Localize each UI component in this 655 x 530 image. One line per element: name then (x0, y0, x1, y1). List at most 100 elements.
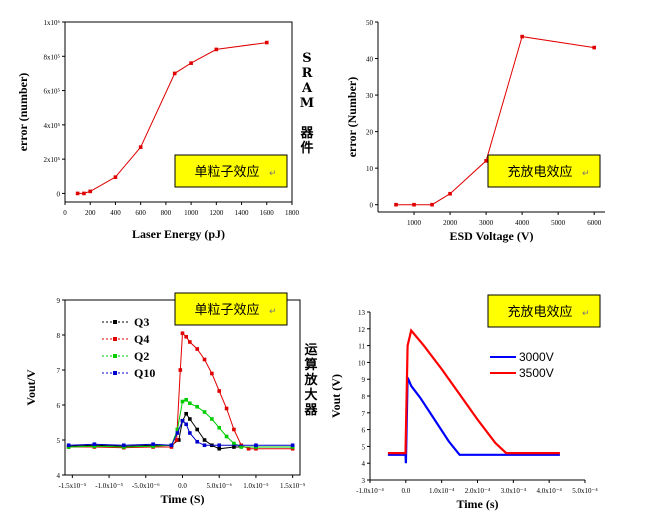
series-line-Q10 (68, 419, 293, 446)
badge-label: 充放电效应 (507, 164, 572, 180)
y-tick-label: 6 (362, 427, 366, 435)
side-char: M (300, 96, 314, 111)
x-tick-label: 1000 (184, 209, 199, 217)
data-point (195, 439, 199, 444)
data-point (92, 442, 97, 446)
x-tick-label: 5000 (551, 219, 566, 227)
x-tick-label: 0.0 (401, 487, 410, 495)
data-point (189, 61, 193, 65)
side-char: 大 (304, 387, 317, 403)
data-point (202, 443, 207, 448)
legend-label: Q10 (134, 366, 155, 380)
y-tick-label: 5 (57, 437, 61, 445)
legend-marker (113, 371, 117, 375)
data-point (188, 401, 192, 406)
data-point (121, 443, 126, 448)
x-tick-label: 1600 (260, 209, 275, 217)
legend-marker (113, 354, 117, 358)
x-tick-label: 1000 (407, 219, 422, 227)
legend-label: 3500V (519, 366, 554, 380)
legend-marker (113, 337, 117, 341)
y-tick-label: 0 (370, 202, 374, 210)
side-char: 件 (300, 140, 313, 156)
x-tick-label: 3.0x10⁻⁴ (501, 487, 527, 495)
series-line-Q2 (68, 399, 293, 448)
y-tick-label: 40 (366, 56, 374, 64)
data-point (254, 443, 258, 448)
data-point (188, 417, 192, 421)
plot-frame (64, 21, 293, 203)
side-char: 放 (303, 372, 318, 388)
badge-box (174, 154, 288, 188)
side-char: R (302, 66, 313, 81)
data-point (239, 445, 244, 449)
x-tick-label: 5.0x10⁻⁴ (572, 487, 598, 495)
data-point (232, 445, 236, 449)
badge-box (487, 294, 601, 328)
y-tick-label: 8x10⁵ (44, 53, 61, 61)
data-point (264, 40, 269, 45)
legend-marker (113, 320, 117, 324)
return-mark: ↵ (582, 309, 590, 319)
series-line-3500V (387, 328, 560, 455)
data-point (232, 441, 236, 446)
x-tick-label: -5.0x10⁻⁶ (132, 482, 160, 490)
x-tick-label: 1200 (209, 209, 224, 217)
y-axis-title: Vout/V (24, 369, 38, 406)
data-point (210, 371, 214, 376)
data-point (430, 202, 434, 207)
data-point (520, 34, 524, 39)
y-tick-label: 3 (362, 477, 366, 485)
x-tick-label: 0.0 (178, 482, 187, 490)
y-tick-label: 8 (362, 393, 366, 401)
data-point (202, 410, 207, 414)
chart-panel-top-left: 0 200 400 600 800 1000 1200 1400 1600 1800 0 2x10⁵ 4… (16, 19, 300, 241)
x-axis-title: ESD Voltage (V) (449, 229, 533, 243)
legend-label: Q2 (134, 349, 149, 363)
legend-label: Q4 (134, 332, 149, 346)
y-tick-label: 4 (362, 460, 366, 468)
data-point (394, 202, 398, 207)
data-point (448, 191, 452, 196)
return-mark: ↵ (269, 169, 277, 179)
x-tick-label: 1.0x10⁻⁴ (429, 487, 455, 495)
series-line-Q4 (68, 332, 293, 450)
data-point (195, 404, 199, 409)
data-point (92, 444, 97, 449)
badge-label: 充放电效应 (507, 304, 572, 320)
data-point (175, 427, 180, 432)
y-tick-label: 10 (366, 165, 374, 173)
side-char: 算 (304, 357, 317, 373)
data-point (66, 443, 71, 448)
x-tick-label: 3000 (479, 219, 494, 227)
data-point (178, 368, 183, 372)
y-tick-label: 30 (366, 92, 374, 100)
badge-label: 单粒子效应 (194, 302, 259, 318)
data-point (217, 389, 222, 393)
y-tick-label: 20 (366, 129, 374, 137)
x-axis-title: Time (s) (456, 497, 498, 511)
data-point (224, 406, 229, 411)
data-point (82, 191, 86, 196)
x-axis-title: Time (S) (160, 492, 204, 506)
data-point (184, 397, 188, 402)
x-tick-label: 0 (63, 209, 67, 217)
data-point (175, 431, 180, 435)
y-axis-title: Vout (V) (329, 374, 343, 418)
data-point (224, 434, 229, 439)
data-point (202, 438, 207, 442)
data-point (113, 175, 118, 179)
y-axis-title: error (Number) (345, 77, 359, 158)
data-point (174, 438, 179, 442)
data-point (184, 411, 188, 416)
badge-box (174, 292, 288, 326)
return-mark: ↵ (582, 169, 590, 179)
y-axis-title: error (number) (16, 73, 30, 152)
data-point (214, 47, 219, 52)
y-tick-label: 0 (57, 190, 61, 198)
data-point (88, 189, 93, 194)
x-axis-title: Laser Energy (pJ) (132, 227, 225, 241)
data-point (290, 443, 295, 448)
